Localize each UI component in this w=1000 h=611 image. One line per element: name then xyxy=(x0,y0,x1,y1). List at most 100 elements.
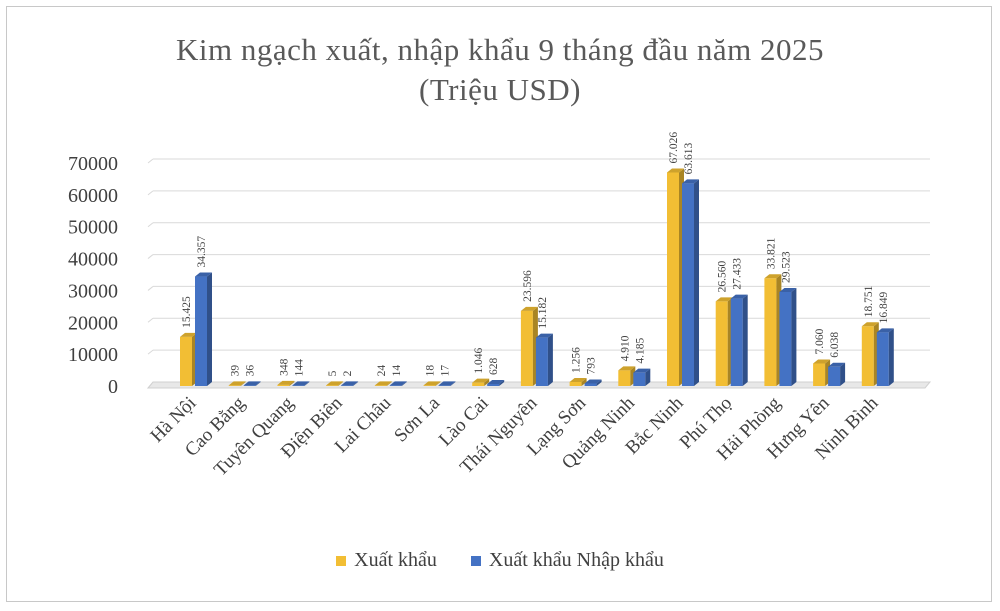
bar-front xyxy=(277,384,290,386)
bar-top xyxy=(618,366,636,371)
bar-import xyxy=(779,287,797,386)
bar-front xyxy=(423,385,436,386)
legend-label-export: Xuất khẩu xyxy=(354,549,437,571)
bar-front xyxy=(569,381,582,386)
data-label: 39 xyxy=(230,365,242,377)
bar-front xyxy=(389,385,402,386)
data-label: 18 xyxy=(425,365,437,377)
bar-side xyxy=(353,381,359,386)
bar-import xyxy=(195,272,212,386)
bar-front xyxy=(195,276,207,386)
bar-front xyxy=(633,372,646,386)
bar-front xyxy=(584,383,597,386)
y-tick-label: 20000 xyxy=(68,312,118,334)
bar-export xyxy=(813,359,831,386)
bar-import xyxy=(389,381,407,386)
bar-top xyxy=(764,274,782,279)
bar-side xyxy=(791,287,797,386)
data-label: 17 xyxy=(440,365,452,377)
bar-side xyxy=(338,381,344,386)
data-label: 628 xyxy=(488,357,500,375)
data-label: 34.357 xyxy=(196,236,208,268)
bar-front xyxy=(341,385,354,386)
bar-top xyxy=(423,381,441,386)
bar-front xyxy=(180,336,192,386)
bar-front xyxy=(779,291,792,386)
bar-top xyxy=(438,381,456,386)
bar-front xyxy=(667,172,679,386)
chart-title-line-2: (Triệu USD) xyxy=(419,72,581,107)
bar-top xyxy=(667,168,684,173)
bar-front xyxy=(876,332,889,386)
bar-top xyxy=(374,381,392,386)
bar-side xyxy=(255,381,261,386)
bar-top xyxy=(569,377,587,382)
legend-swatch-export xyxy=(336,555,347,566)
bar-front xyxy=(618,370,631,386)
data-label: 24 xyxy=(376,365,388,377)
bar-side xyxy=(694,179,699,386)
bar-top xyxy=(243,381,261,386)
data-label: 14 xyxy=(391,365,403,377)
bar-side xyxy=(742,294,748,386)
y-tick-label: 10000 xyxy=(68,344,118,366)
bar-top xyxy=(292,381,310,386)
data-label: 27.433 xyxy=(732,258,744,290)
bar-front xyxy=(682,183,694,386)
gridline-depth xyxy=(147,317,154,323)
bar-import xyxy=(876,328,894,386)
bar-top xyxy=(779,287,797,292)
data-label: 2 xyxy=(342,370,354,376)
data-label: 7.060 xyxy=(814,328,826,354)
y-tick-label: 0 xyxy=(108,376,118,398)
data-label: 1.046 xyxy=(473,348,485,374)
data-label: 63.613 xyxy=(683,142,695,174)
data-label: 6.038 xyxy=(829,332,841,358)
data-label: 4.910 xyxy=(619,335,631,361)
bar-side xyxy=(207,272,212,386)
bar-top xyxy=(876,328,894,333)
bar-side xyxy=(240,381,246,386)
gridline-depth xyxy=(147,158,154,164)
bar-side xyxy=(435,381,441,386)
bar-top xyxy=(813,359,831,364)
bar-top xyxy=(341,381,359,386)
bar-front xyxy=(292,385,305,386)
data-label: 23.596 xyxy=(522,270,534,302)
bar-front xyxy=(438,385,451,386)
bar-top xyxy=(584,379,602,384)
bar-side xyxy=(289,380,295,386)
bar-export xyxy=(472,378,490,386)
data-label: 29.523 xyxy=(780,251,792,283)
y-tick-label: 60000 xyxy=(68,185,118,207)
bar-front xyxy=(228,385,241,386)
chart-legend: Xuất khẩu Xuất khẩu Nhập khẩu xyxy=(0,549,1000,572)
bar-side xyxy=(386,381,392,386)
bar-front xyxy=(374,385,387,386)
bar-side xyxy=(401,381,407,386)
bar-front xyxy=(520,310,533,386)
bar-import xyxy=(438,381,456,386)
gridline-depth xyxy=(147,222,154,228)
y-tick-label: 40000 xyxy=(68,249,118,271)
bar-side xyxy=(840,362,846,386)
bar-top xyxy=(180,332,197,337)
data-label: 26.560 xyxy=(717,261,729,293)
bar-import xyxy=(535,333,553,386)
bar-top xyxy=(520,306,538,311)
bar-front xyxy=(715,301,728,386)
bar-export xyxy=(764,274,782,386)
chart-title: Kim ngạch xuất, nhập khẩu 9 tháng đầu nă… xyxy=(0,30,1000,110)
bar-front xyxy=(764,278,777,386)
data-label: 348 xyxy=(278,358,290,376)
bar-export xyxy=(228,381,246,386)
bar-top xyxy=(277,380,295,385)
bar-import xyxy=(243,381,261,386)
data-label: 15.425 xyxy=(181,296,193,328)
bar-front xyxy=(472,382,485,386)
gridline-depth xyxy=(147,286,154,291)
data-label: 15.182 xyxy=(537,297,549,329)
legend-swatch-import xyxy=(470,555,481,566)
bar-import xyxy=(633,368,651,386)
chart-frame xyxy=(6,6,992,602)
